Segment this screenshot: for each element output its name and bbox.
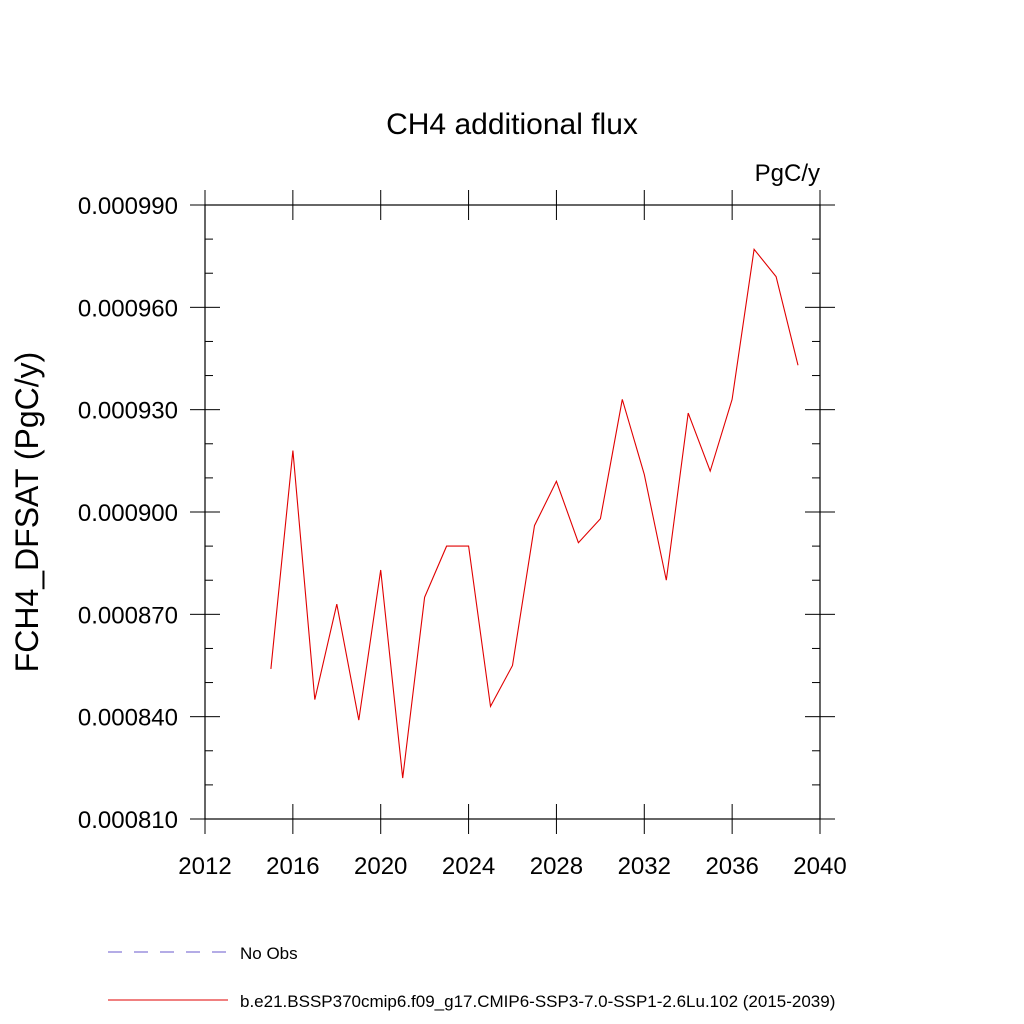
series-line [270,247,799,779]
data-point [665,579,668,582]
legend-label: b.e21.BSSP370cmip6.f09_g17.CMIP6-SSP3-7.… [240,992,835,1011]
y-tick-label: 0.000900 [78,500,178,527]
data-point [489,705,492,708]
data-point [775,275,778,278]
data-point [445,545,448,548]
data-point [577,541,580,544]
data-point [291,449,294,452]
data-point [533,524,536,527]
data-point [687,412,690,415]
units-label: PgC/y [755,160,820,187]
data-point [797,364,800,367]
y-tick-label: 0.000870 [78,602,178,629]
x-axis-ticks: 2012 2016 2020 2024 2028 2032 2036 2040 [178,190,847,880]
data-point [511,664,514,667]
plot-frame [204,204,821,820]
data-point [401,777,404,780]
chart-title: CH4 additional flux [386,108,638,141]
data-point [357,719,360,722]
x-tick-label: 2028 [530,853,583,880]
legend-label: No Obs [240,944,298,963]
data-point [599,517,602,520]
y-tick-label: 0.000990 [78,193,178,220]
data-point [753,248,756,251]
x-tick-label: 2020 [354,853,407,880]
x-tick-label: 2012 [178,853,231,880]
x-tick-label: 2024 [442,853,495,880]
data-point [335,603,338,606]
data-point [467,545,470,548]
x-tick-label: 2032 [618,853,671,880]
data-point [313,698,316,701]
legend: No Obs b.e21.BSSP370cmip6.f09_g17.CMIP6-S… [108,944,835,1011]
x-tick-label: 2036 [705,853,758,880]
x-tick-label: 2016 [266,853,319,880]
y-tick-label: 0.000960 [78,295,178,322]
data-point [709,470,712,473]
data-point [269,667,272,670]
data-point [731,398,734,401]
y-tick-label: 0.000840 [78,705,178,732]
data-point [555,480,558,483]
y-tick-label: 0.000810 [78,807,178,834]
data-point [643,473,646,476]
y-tick-label: 0.000930 [78,398,178,425]
x-tick-label: 2040 [793,853,846,880]
data-point [379,568,382,571]
data-point [423,596,426,599]
y-axis-label: FCH4_DFSAT (PgC/y) [9,352,45,673]
data-point [621,398,624,401]
series-layer [269,247,800,780]
y-axis-ticks: 0.000810 0.000840 0.000870 0.000900 0.000930… [78,193,835,834]
